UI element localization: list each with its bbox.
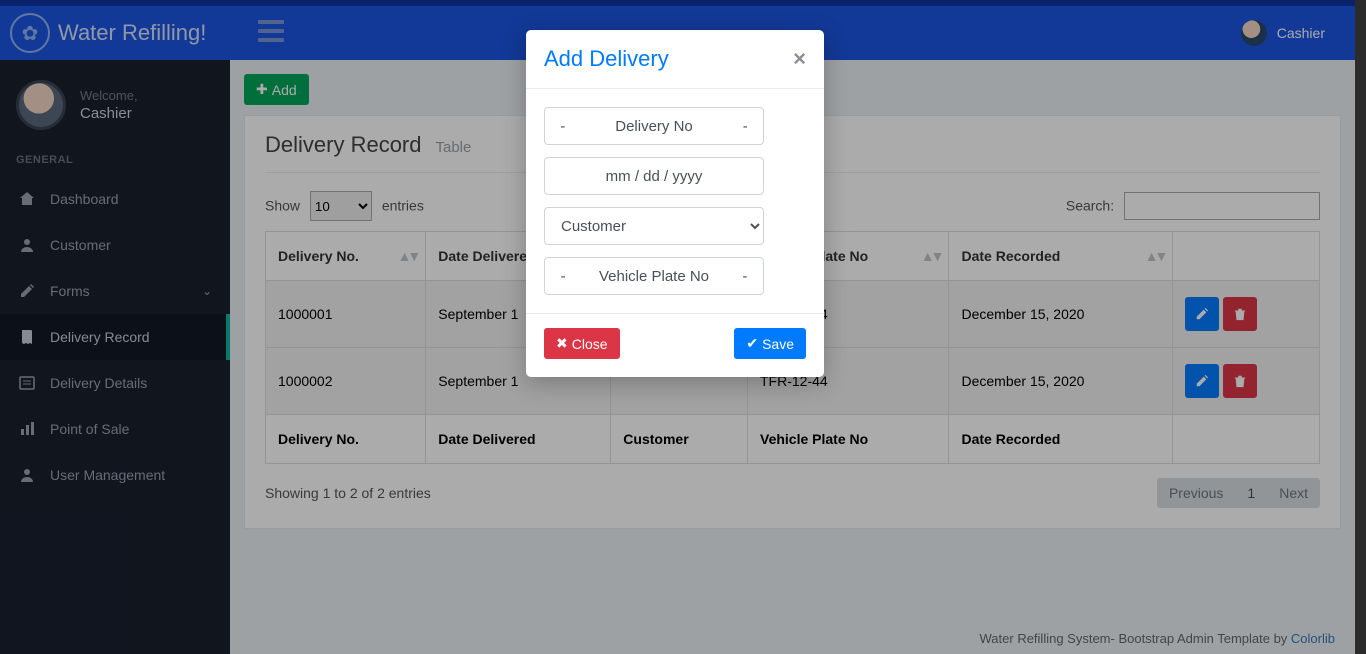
vehicle-plate-input[interactable] bbox=[544, 257, 764, 295]
scrollbar-track[interactable] bbox=[1355, 0, 1366, 654]
modal-close-button[interactable]: ✖Close bbox=[544, 328, 620, 359]
check-icon: ✔ bbox=[746, 335, 758, 352]
delivery-no-input[interactable] bbox=[544, 107, 764, 145]
close-icon[interactable]: × bbox=[793, 46, 806, 72]
date-input[interactable] bbox=[544, 157, 764, 195]
times-icon: ✖ bbox=[556, 335, 568, 352]
modal-title: Add Delivery bbox=[544, 46, 669, 72]
add-delivery-modal: Add Delivery × Customer ✖Close ✔Save bbox=[526, 30, 824, 377]
modal-save-button[interactable]: ✔Save bbox=[734, 328, 806, 359]
customer-select[interactable]: Customer bbox=[544, 207, 764, 245]
